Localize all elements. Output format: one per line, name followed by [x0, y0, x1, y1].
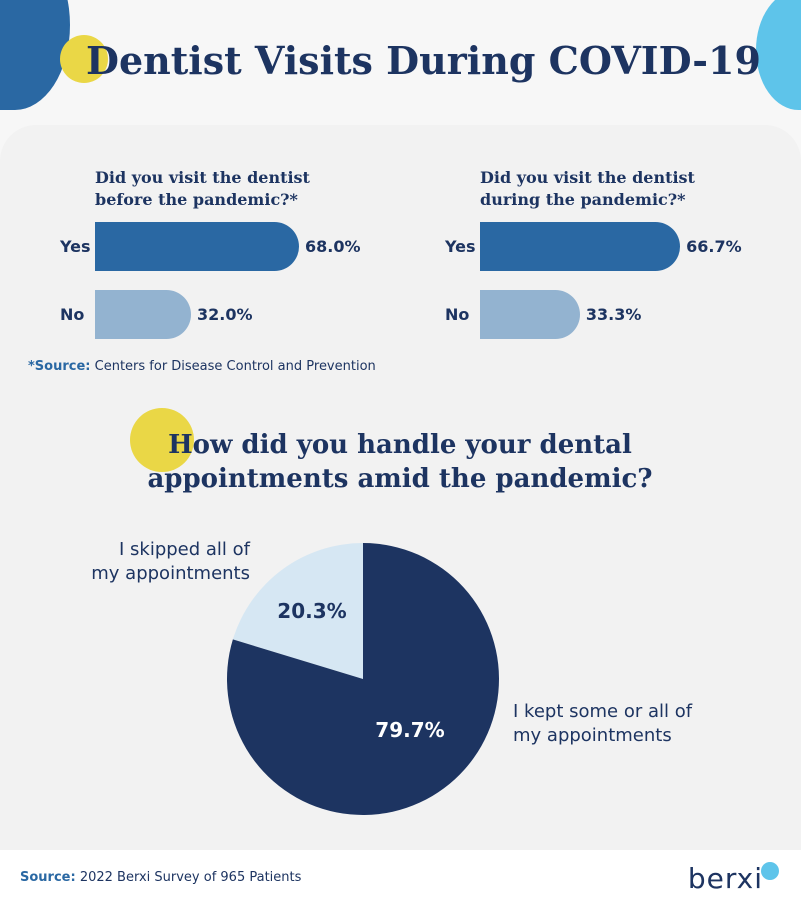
bar-during-yes-value: 66.7% — [686, 237, 742, 256]
cdc-source-text: Centers for Disease Control and Preventi… — [94, 359, 376, 374]
survey-source-note: Source: 2022 Berxi Survey of 965 Patient… — [20, 870, 301, 885]
bar-before-no-value: 32.0% — [197, 305, 253, 324]
bar-before-yes-value: 68.0% — [305, 237, 361, 256]
cdc-source-label: *Source: — [28, 359, 91, 374]
bar-before-yes — [95, 222, 299, 271]
bar-chart-before-title: Did you visit the dentist before the pan… — [95, 168, 310, 209]
cdc-source-note: *Source: Centers for Disease Control and… — [28, 359, 376, 374]
bar-during-no-label: No — [445, 305, 470, 324]
footer: Source: 2022 Berxi Survey of 965 Patient… — [0, 850, 801, 907]
pie-slice-kept — [227, 543, 500, 815]
survey-source-label: Source: — [20, 870, 76, 885]
bar-chart-during-title: Did you visit the dentist during the pan… — [480, 168, 695, 209]
berxi-logo-icon — [761, 862, 779, 880]
bar-during-no — [480, 290, 580, 339]
page-title: Dentist Visits During COVID-19 — [86, 38, 761, 83]
bar-before-no-label: No — [60, 305, 85, 324]
pie-label-skipped: I skipped all of my appointments — [91, 539, 250, 584]
bar-during-yes-label: Yes — [445, 237, 476, 256]
survey-source-text: 2022 Berxi Survey of 965 Patients — [79, 870, 302, 885]
bar-before-yes-label: Yes — [60, 237, 91, 256]
pie-label-kept: I kept some or all of my appointments — [513, 701, 693, 746]
pie-value-kept: 79.7% — [375, 718, 444, 742]
pie-title-accent-dot — [130, 408, 194, 472]
title-accent-dot — [60, 35, 108, 83]
bar-during-yes — [480, 222, 681, 271]
bar-before-no — [95, 290, 191, 339]
bar-during-no-value: 33.3% — [585, 305, 642, 324]
pie-value-skipped: 20.3% — [277, 599, 346, 623]
pie-chart-title: How did you handle your dental appointme… — [147, 430, 653, 494]
pie-slice-skipped — [232, 543, 363, 679]
berxi-logo: berxi — [687, 862, 763, 895]
